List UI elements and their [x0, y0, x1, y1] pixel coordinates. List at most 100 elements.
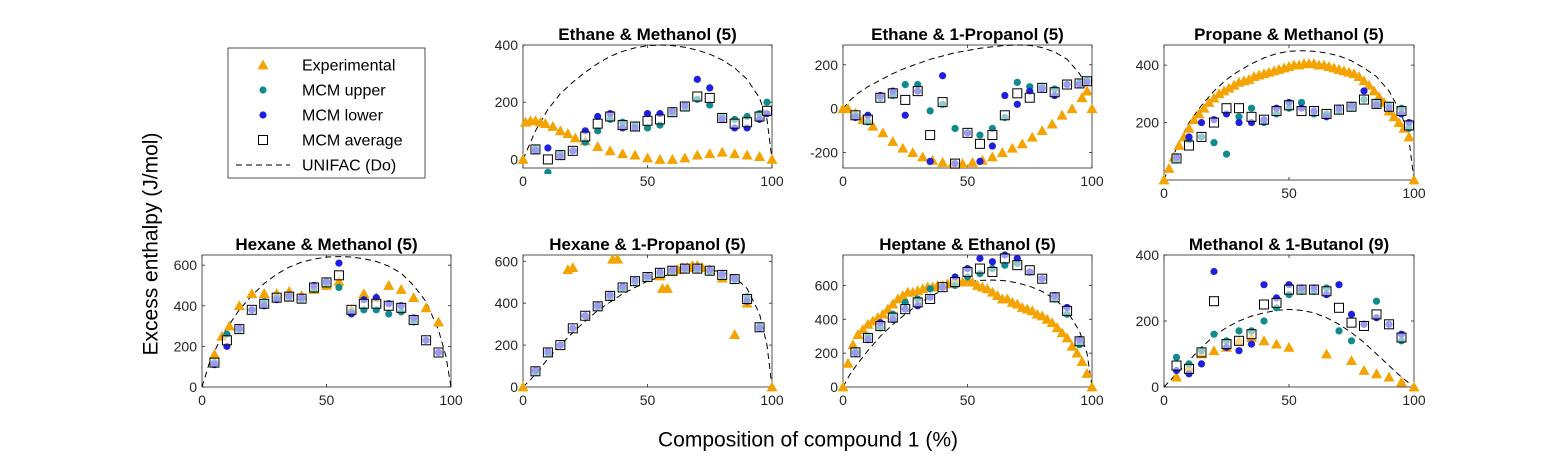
exp-point [996, 147, 1008, 158]
exp-point [937, 157, 949, 167]
avg-point [234, 324, 245, 335]
avg-point [1259, 114, 1269, 125]
exp-point [729, 148, 741, 159]
exp-point [567, 262, 579, 272]
avg-point [542, 347, 553, 358]
exp-point [1271, 338, 1282, 349]
avg-point [567, 323, 578, 334]
legend-swatch [258, 135, 268, 145]
exp-point [517, 153, 529, 164]
upper-point [1297, 98, 1306, 107]
exp-point [1371, 368, 1382, 379]
y-tick-label: 400 [1136, 247, 1160, 263]
exp-point [569, 132, 581, 143]
exp-point [612, 253, 624, 264]
exp-point [666, 153, 678, 164]
x-tick-label: 100 [1080, 392, 1104, 408]
exp-point [1016, 138, 1028, 149]
avg-point [221, 335, 232, 346]
avg-point [1012, 88, 1023, 99]
avg-point [555, 150, 566, 161]
lower-point [544, 144, 552, 152]
avg-point [433, 347, 444, 358]
avg-point [1062, 79, 1073, 90]
avg-point [1271, 297, 1282, 308]
avg-point [530, 144, 541, 155]
x-tick-label: 0 [839, 173, 847, 189]
upper-point [901, 80, 909, 89]
avg-point [692, 91, 703, 102]
avg-point [1371, 309, 1382, 320]
x-tick-label: 0 [839, 392, 847, 408]
avg-point [1346, 101, 1357, 112]
avg-point [383, 300, 394, 311]
avg-point [1271, 106, 1282, 117]
exp-point [1056, 109, 1068, 120]
unifac-line [522, 44, 773, 160]
avg-point [667, 107, 678, 118]
y-tick-label: 200 [815, 57, 839, 73]
exp-point [208, 349, 220, 359]
legend-label: UNIFAC (Do) [302, 158, 396, 175]
legend-label: MCM lower [302, 108, 384, 125]
exp-point [1171, 371, 1182, 382]
x-tick-label: 100 [439, 392, 463, 408]
exp-point [741, 149, 753, 160]
avg-point [1171, 153, 1182, 164]
exp-point [1071, 347, 1083, 358]
legend-item-lower: MCM lower [259, 108, 384, 125]
y-tick-label: 200 [495, 94, 519, 110]
exp-point [907, 147, 919, 158]
exp-point [1026, 131, 1038, 142]
avg-point [862, 332, 873, 343]
avg-point [542, 154, 553, 165]
exp-point [892, 293, 904, 304]
avg-point [1196, 131, 1207, 142]
avg-point [346, 304, 357, 315]
avg-point [692, 263, 703, 274]
exp-point [1066, 103, 1078, 114]
series-unifac [842, 44, 1093, 110]
lower-point [926, 157, 934, 166]
x-tick-label: 50 [960, 392, 976, 408]
lower-point [1247, 340, 1256, 348]
series-exp [1158, 58, 1420, 185]
y-tick-label: 200 [815, 345, 839, 361]
exp-point [1388, 111, 1400, 122]
series-avg [1171, 94, 1414, 164]
exp-point [1383, 371, 1395, 382]
avg-point [1309, 106, 1319, 117]
avg-point [1359, 320, 1369, 331]
exp-point [258, 288, 270, 298]
exp-point [1188, 114, 1200, 125]
series-avg [850, 253, 1085, 358]
upper-point [643, 124, 652, 132]
upper-point [706, 101, 714, 109]
x-tick-label: 0 [1160, 392, 1168, 408]
avg-point [1037, 273, 1048, 284]
panel-title: Heptane & Ethanol (5) [879, 235, 1056, 254]
upper-point [544, 168, 552, 174]
series-avg [850, 76, 1093, 169]
panel-title: Hexane & Methanol (5) [235, 235, 417, 254]
avg-point [1396, 332, 1407, 343]
avg-point [617, 282, 628, 293]
panels: Ethane & Methanol (5)0 50 1000200400Ethane… [174, 25, 1426, 408]
series-exp [837, 85, 1098, 169]
upper-point [1235, 113, 1243, 121]
avg-point [704, 265, 715, 276]
data-layer [837, 251, 1098, 392]
exp-point [246, 288, 258, 298]
exp-point [887, 136, 899, 147]
avg-point [999, 110, 1010, 121]
avg-point [1296, 106, 1307, 117]
avg-point [875, 92, 886, 103]
y-tick-label: 0 [510, 151, 518, 167]
x-tick-label: 100 [1402, 185, 1426, 201]
x-tick-label: 0 [198, 392, 206, 408]
x-tick-label: 50 [640, 392, 656, 408]
x-tick-label: 0 [1160, 185, 1168, 201]
legend-label: MCM upper [302, 83, 386, 100]
lower-point [1347, 310, 1356, 318]
